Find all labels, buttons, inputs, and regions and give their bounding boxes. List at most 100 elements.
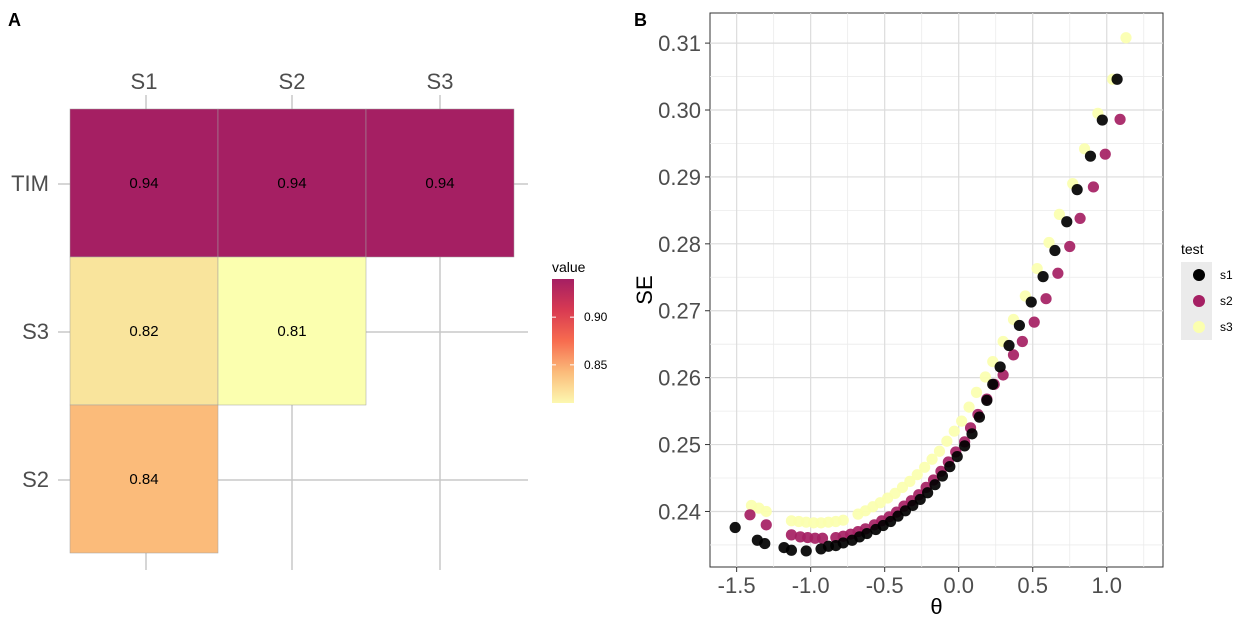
heatmap-panel: A 0.94 0.94 0.94 0.82 0.81 0.84 S1 S2 S3 TIM S3 S2 v… bbox=[8, 10, 608, 570]
data-point-s2 bbox=[1087, 181, 1100, 193]
panel-a-tag: A bbox=[8, 10, 21, 30]
data-point-s1 bbox=[951, 451, 963, 463]
x-tick-label: 1.0 bbox=[1091, 573, 1122, 598]
data-point-s3 bbox=[1120, 32, 1132, 44]
heatmap-tile-label: 0.94 bbox=[277, 175, 306, 192]
colorbar-tick-label: 0.85 bbox=[584, 358, 608, 372]
legend-key-s1 bbox=[1193, 269, 1205, 281]
data-point-s2 bbox=[1099, 148, 1111, 160]
heatmap-row-label: S2 bbox=[22, 467, 49, 492]
panel-b-tag: B bbox=[634, 10, 647, 30]
heatmap-tile-label: 0.81 bbox=[277, 323, 306, 340]
x-tick-label: -1.0 bbox=[792, 573, 830, 598]
data-point-s1 bbox=[759, 537, 771, 550]
data-point-s3 bbox=[911, 469, 923, 481]
data-point-s3 bbox=[956, 415, 968, 427]
y-tick-label: 0.26 bbox=[658, 366, 701, 391]
y-tick-label: 0.30 bbox=[658, 98, 701, 123]
x-tick-label: -1.5 bbox=[718, 573, 756, 598]
data-point-s3 bbox=[1053, 208, 1065, 220]
data-point-s1 bbox=[994, 361, 1006, 373]
x-tick-label: 0.0 bbox=[943, 573, 974, 598]
data-point-s2 bbox=[1052, 267, 1064, 279]
heatmap-tile-label: 0.94 bbox=[129, 175, 158, 192]
y-tick-label: 0.28 bbox=[658, 232, 701, 257]
y-axis-title: SE bbox=[632, 275, 657, 304]
data-point-s1 bbox=[1084, 150, 1097, 162]
data-point-s2 bbox=[760, 519, 772, 531]
data-point-s3 bbox=[760, 505, 772, 518]
data-point-s1 bbox=[922, 487, 934, 499]
data-point-s1 bbox=[1061, 216, 1073, 228]
data-point-s1 bbox=[1071, 184, 1083, 196]
heatmap-tile bbox=[69, 256, 219, 406]
heatmap-row-label: TIM bbox=[11, 171, 49, 196]
heatmap-tile bbox=[69, 404, 219, 554]
data-point-s3 bbox=[948, 425, 960, 437]
data-point-s1 bbox=[929, 479, 941, 491]
data-point-s2 bbox=[1016, 335, 1028, 348]
heatmap-tile-label: 0.82 bbox=[129, 323, 158, 340]
data-point-s3 bbox=[837, 514, 849, 526]
legend-key-s2 bbox=[1193, 295, 1205, 307]
heatmap-tile-label: 0.94 bbox=[425, 175, 454, 192]
legend-key-s3 bbox=[1193, 321, 1205, 333]
data-point-s1 bbox=[1096, 114, 1108, 126]
data-point-s2 bbox=[1028, 316, 1040, 328]
colorbar bbox=[552, 279, 574, 403]
heatmap-tile bbox=[69, 108, 219, 258]
y-tick-label: 0.31 bbox=[658, 31, 701, 56]
data-point-s1 bbox=[837, 537, 849, 549]
data-point-s2 bbox=[1114, 113, 1126, 125]
heatmap-column-label: S3 bbox=[427, 69, 454, 94]
data-point-s1 bbox=[1037, 271, 1049, 283]
data-point-s1 bbox=[1025, 296, 1037, 308]
data-point-s2 bbox=[785, 529, 798, 541]
legend-label: s3 bbox=[1220, 320, 1233, 334]
data-point-s3 bbox=[926, 453, 938, 465]
data-point-s1 bbox=[1111, 73, 1123, 85]
y-tick-label: 0.24 bbox=[658, 499, 701, 524]
data-point-s1 bbox=[1049, 244, 1061, 257]
data-point-s1 bbox=[1013, 319, 1026, 332]
data-point-s2 bbox=[1007, 349, 1020, 361]
data-point-s1 bbox=[966, 428, 978, 440]
data-point-s1 bbox=[936, 470, 949, 482]
series-s3 bbox=[745, 32, 1132, 529]
legend-label: s1 bbox=[1220, 268, 1233, 282]
data-point-s3 bbox=[896, 481, 909, 493]
heatmap-tile-label: 0.84 bbox=[129, 471, 158, 488]
y-tick-label: 0.25 bbox=[658, 433, 701, 458]
data-point-s3 bbox=[941, 435, 953, 447]
data-point-s3 bbox=[904, 475, 916, 487]
data-point-s3 bbox=[963, 401, 975, 413]
heatmap-column-label: S1 bbox=[131, 69, 158, 94]
heatmap-row-label: S3 bbox=[22, 319, 49, 344]
x-tick-label: -0.5 bbox=[866, 573, 904, 598]
data-point-s1 bbox=[1003, 339, 1015, 352]
data-point-s3 bbox=[979, 371, 991, 383]
data-point-s3 bbox=[1031, 262, 1043, 275]
data-point-s1 bbox=[981, 394, 993, 406]
data-point-s1 bbox=[861, 527, 873, 540]
data-point-s2 bbox=[816, 532, 829, 544]
scatter-panel: B -1.5 -1.0 -0.5 0.0 0.5 1.0 0.24 0.25 0.26 0.27 0… bbox=[632, 10, 1233, 618]
x-axis-title: θ bbox=[930, 594, 942, 618]
x-tick-label: 0.5 bbox=[1017, 573, 1048, 598]
data-point-s2 bbox=[1064, 240, 1076, 253]
data-point-s3 bbox=[933, 445, 946, 457]
legend-label: s2 bbox=[1220, 294, 1233, 308]
data-point-s1 bbox=[987, 378, 999, 390]
heatmap-column-label: S2 bbox=[279, 69, 306, 94]
data-point-s1 bbox=[973, 411, 986, 423]
data-point-s1 bbox=[944, 461, 956, 473]
y-tick-label: 0.27 bbox=[658, 299, 701, 324]
data-point-s3 bbox=[970, 386, 983, 398]
y-tick-label: 0.29 bbox=[658, 165, 701, 190]
data-point-s2 bbox=[1040, 293, 1052, 305]
heatmap-tile bbox=[365, 108, 515, 258]
data-point-s2 bbox=[1074, 212, 1086, 225]
data-point-s3 bbox=[919, 461, 931, 473]
data-point-s1 bbox=[800, 545, 812, 557]
